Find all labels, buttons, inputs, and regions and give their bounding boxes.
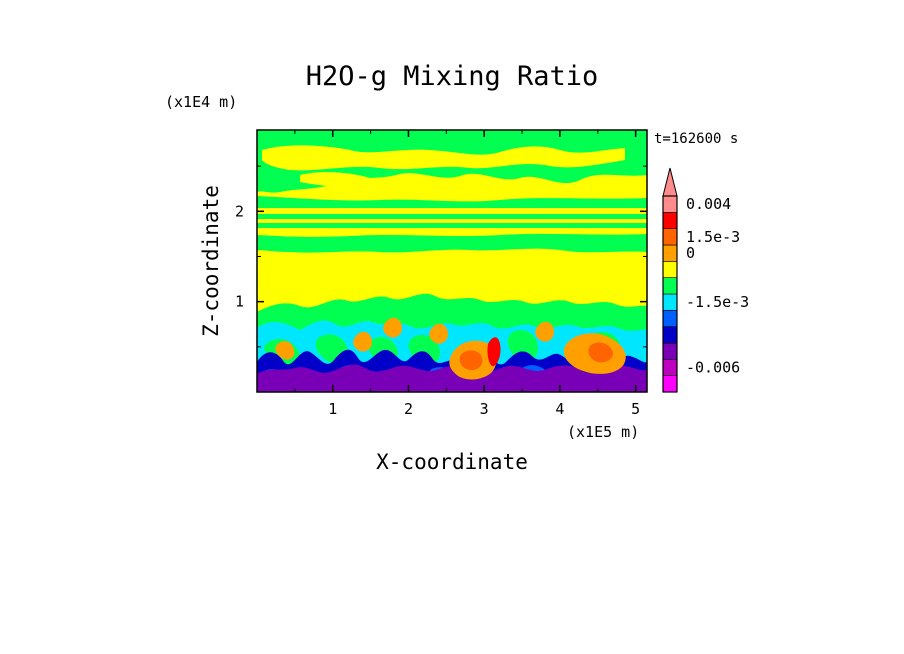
field-orange-dark-blob — [459, 342, 613, 370]
y-tick-label: 1 — [235, 293, 244, 311]
colorbar-segment — [662, 293, 678, 311]
colorbar-segment — [662, 195, 678, 213]
colorbar-extend-triangle — [662, 167, 678, 197]
x-unit-label: (x1E5 m) — [567, 423, 639, 441]
field-lower-yellow — [257, 250, 647, 310]
x-tick-label: 3 — [480, 400, 489, 418]
field-yellow-stripe-2 — [257, 219, 647, 223]
y-axis-label: Z-coordinate — [199, 185, 223, 337]
colorbar-segment — [662, 244, 678, 262]
colorbar-segment — [662, 212, 678, 229]
x-axis-label: X-coordinate — [376, 450, 528, 474]
x-tick-label: 1 — [328, 400, 337, 418]
field-plot — [257, 130, 647, 392]
field-yellow-stripe-1 — [257, 208, 647, 214]
colorbar-frame — [662, 195, 678, 393]
colorbar-label: -1.5e-3 — [686, 293, 749, 311]
colorbar-segment — [662, 277, 678, 295]
x-tick-label: 2 — [404, 400, 413, 418]
colorbar-segment — [662, 310, 678, 327]
colorbar-segment — [662, 375, 678, 393]
x-tick-label: 4 — [555, 400, 564, 418]
colorbar-segment — [662, 228, 678, 246]
field-mid-green — [257, 196, 647, 253]
field-top-yellow-patch-2 — [300, 172, 420, 191]
field-red-peak — [487, 337, 501, 367]
chart-title: H2O-g Mixing Ratio — [306, 61, 599, 92]
colorbar-label: 0.004 — [686, 195, 731, 213]
colorbar: 0.004 1.5e-30 -1.5e-3 -0.006 — [662, 167, 749, 393]
colorbar-segment — [662, 342, 678, 360]
field-yellow-stripe-3 — [257, 228, 647, 237]
colorbar-label: 1.5e-3 — [686, 228, 740, 246]
y-axis-ticks: 12 — [235, 165, 647, 348]
y-tick-label: 2 — [235, 202, 244, 220]
field-purple-base — [257, 364, 647, 392]
colorbar-segment — [662, 261, 678, 278]
y-unit-label: (x1E4 m) — [165, 93, 237, 111]
x-tick-label: 5 — [631, 400, 640, 418]
colorbar-segment — [662, 326, 678, 344]
field-top-yellow-patch — [262, 145, 625, 171]
time-label: t=162600 s — [654, 131, 738, 147]
colorbar-label: -0.006 — [686, 359, 740, 377]
colorbar-label: 0 — [686, 244, 695, 262]
plot-frame — [256, 129, 648, 393]
colorbar-segment — [662, 359, 678, 376]
x-axis-ticks: 1 2 3 4 5 — [294, 130, 640, 418]
